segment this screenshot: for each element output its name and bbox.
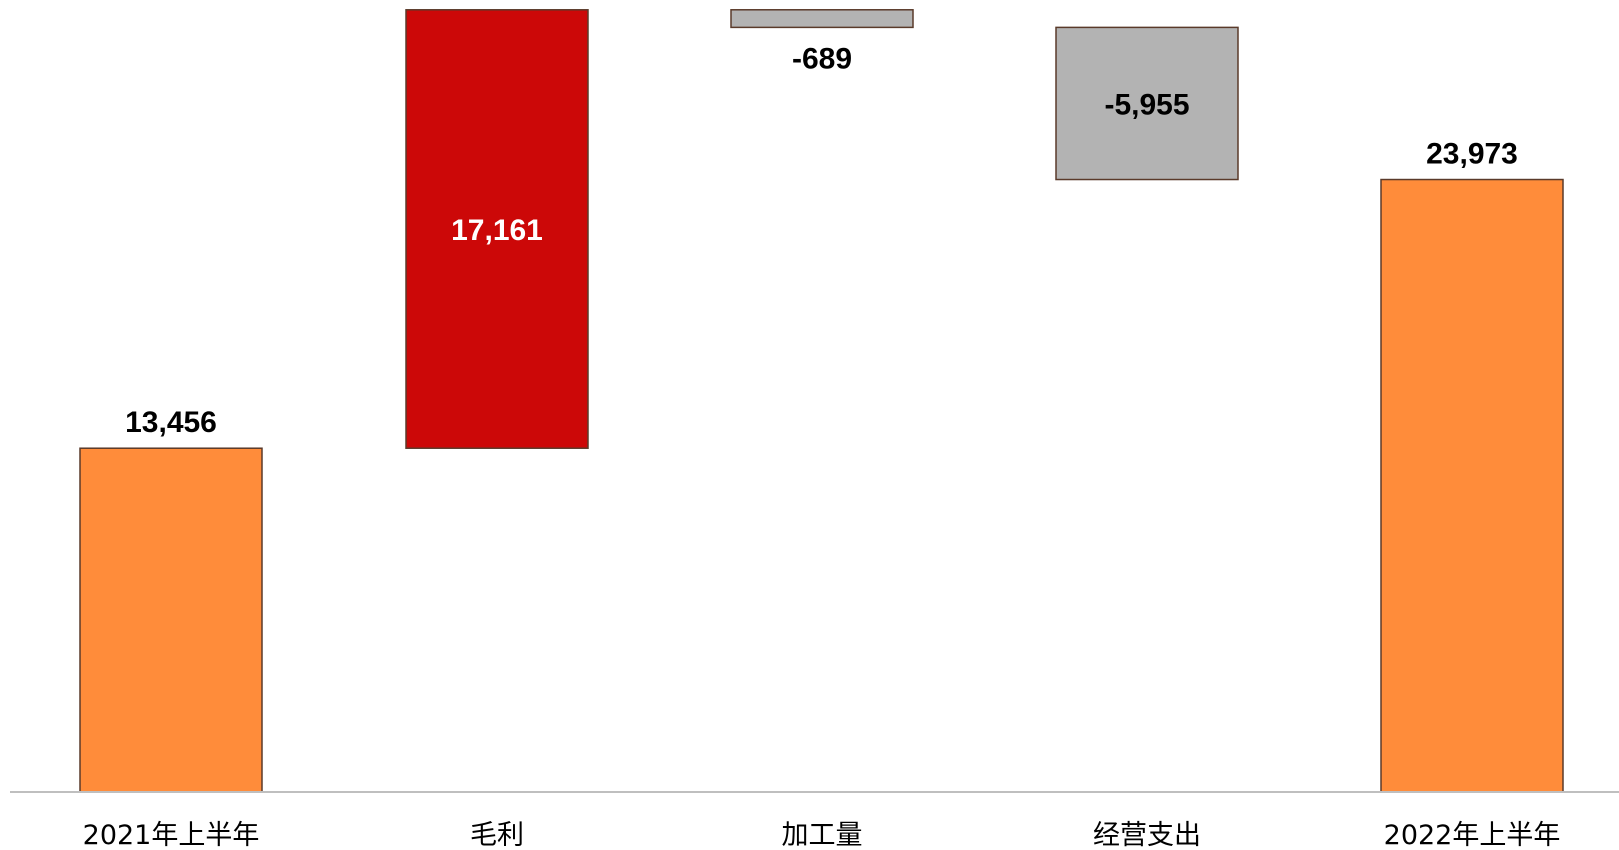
- bar-decrease: [730, 9, 914, 29]
- category-label: 2021年上半年: [83, 820, 260, 850]
- value-label: -5,955: [1104, 88, 1189, 121]
- bar-total: [1380, 178, 1564, 793]
- bar-total: [79, 447, 263, 793]
- category-labels-group: 2021年上半年 毛利 加工量 经营支出 2022年上半年: [83, 820, 1561, 850]
- value-label: 17,161: [451, 214, 543, 247]
- bars-group: [79, 9, 1564, 793]
- category-label: 毛利: [470, 820, 524, 850]
- category-label: 经营支出: [1093, 820, 1201, 850]
- value-label: 23,973: [1426, 138, 1518, 171]
- value-label: -689: [792, 42, 852, 75]
- bar-decrease: [1055, 26, 1239, 181]
- value-label: 13,456: [125, 406, 217, 439]
- category-label: 加工量: [782, 820, 863, 850]
- value-labels-group: 13,456 17,161 -689 -5,955 23,973: [125, 42, 1518, 439]
- category-label: 2022年上半年: [1384, 820, 1561, 850]
- bar-increase: [405, 9, 589, 449]
